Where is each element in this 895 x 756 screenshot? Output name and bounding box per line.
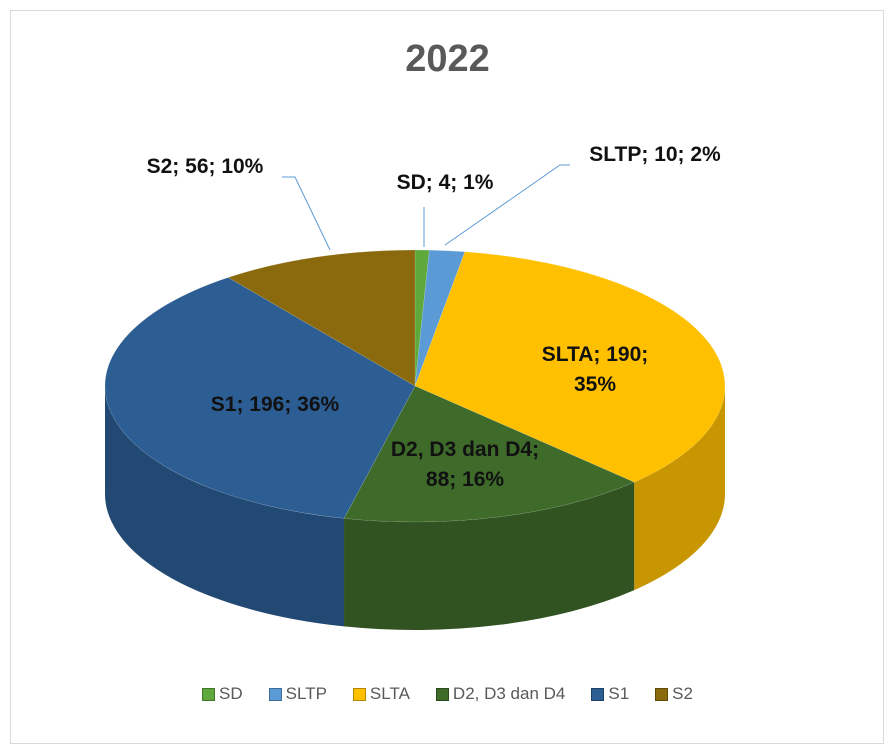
legend-label: S2 [672, 684, 693, 703]
slice-side [634, 386, 725, 591]
slice [227, 249, 416, 387]
legend-label: SD [219, 684, 243, 703]
slice [343, 385, 635, 523]
legend-label: S1 [608, 684, 630, 703]
legend-item: S2 [655, 684, 693, 704]
leader-line [444, 164, 570, 246]
slice-side [105, 386, 345, 627]
slice [414, 251, 726, 483]
slice-side [344, 482, 635, 630]
legend-swatch [268, 687, 282, 701]
data-label: D2, D3 dan D4; 88; 16% [390, 438, 540, 491]
legend-item: SLTA [352, 684, 410, 704]
legend-swatch [352, 687, 366, 701]
legend-swatch [202, 687, 216, 701]
legend: SD SLTP SLTA D2, D3 dan D4 S1 S2 [0, 684, 895, 704]
legend-item: S1 [591, 684, 629, 704]
legend-label: SLTP [285, 684, 327, 703]
legend-swatch [591, 687, 605, 701]
chart-frame [10, 10, 884, 744]
legend-swatch [435, 687, 449, 701]
data-label: S1; 196; 36% [210, 393, 340, 416]
slice [414, 249, 466, 387]
data-label: SLTA; 190; 35% [541, 343, 649, 396]
legend-item: D2, D3 dan D4 [435, 684, 566, 704]
slice [414, 249, 430, 387]
data-label: SLTP; 10; 2% [589, 143, 721, 166]
data-label: S2; 56; 10% [146, 155, 264, 178]
slice [104, 277, 416, 519]
legend-label: D2, D3 dan D4 [452, 684, 566, 703]
legend-swatch [655, 687, 669, 701]
chart-title: 2022 [405, 38, 490, 80]
legend-item: SD [202, 684, 243, 704]
leader-line [282, 176, 331, 251]
data-label: SD; 4; 1% [396, 171, 494, 194]
legend-item: SLTP [268, 684, 327, 704]
legend-label: SLTA [369, 684, 410, 703]
slices [104, 249, 726, 630]
